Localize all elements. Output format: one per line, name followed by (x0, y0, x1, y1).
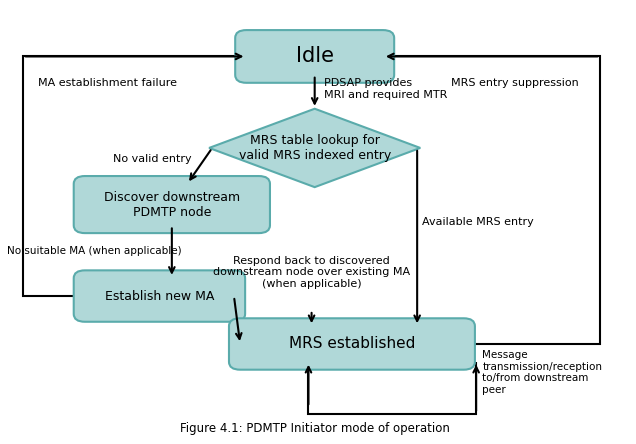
FancyBboxPatch shape (74, 270, 245, 322)
Text: Respond back to discovered
downstream node over existing MA
(when applicable): Respond back to discovered downstream no… (213, 255, 410, 289)
Text: Idle: Idle (296, 47, 334, 67)
Text: MA establishment failure: MA establishment failure (38, 78, 177, 87)
FancyBboxPatch shape (229, 318, 475, 370)
Text: PDSAP provides
MRI and required MTR: PDSAP provides MRI and required MTR (324, 78, 447, 100)
Text: MRS table lookup for
valid MRS indexed entry: MRS table lookup for valid MRS indexed e… (238, 134, 391, 162)
Text: MRS entry suppression: MRS entry suppression (452, 78, 579, 87)
Text: Figure 4.1: PDMTP Initiator mode of operation: Figure 4.1: PDMTP Initiator mode of oper… (180, 423, 450, 436)
Text: MRS established: MRS established (289, 337, 415, 352)
FancyBboxPatch shape (235, 30, 394, 83)
FancyBboxPatch shape (74, 176, 270, 233)
Polygon shape (209, 109, 420, 187)
Text: Available MRS entry: Available MRS entry (422, 217, 533, 227)
Text: Message
transmission/reception
to/from downstream
peer: Message transmission/reception to/from d… (482, 350, 602, 395)
Text: No suitable MA (when applicable): No suitable MA (when applicable) (7, 246, 182, 256)
Text: Establish new MA: Establish new MA (105, 289, 214, 302)
Text: No valid entry: No valid entry (113, 154, 191, 164)
Text: Discover downstream
PDMTP node: Discover downstream PDMTP node (104, 190, 240, 218)
